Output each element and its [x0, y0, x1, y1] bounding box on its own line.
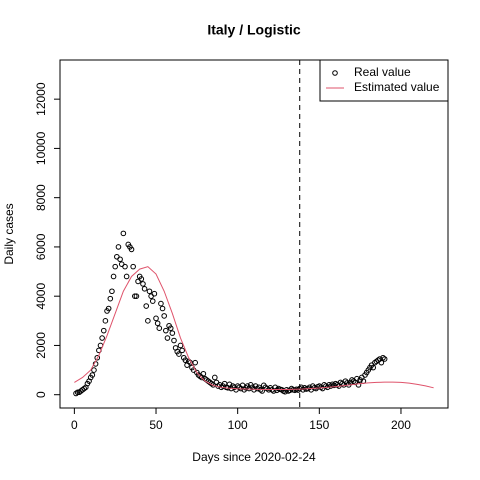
data-point: [128, 246, 135, 253]
data-point: [370, 364, 377, 371]
y-tick-label: 8000: [34, 184, 48, 211]
data-point: [117, 256, 123, 263]
legend-label: Real value: [354, 65, 411, 79]
data-point: [100, 327, 107, 334]
legend-box: [319, 59, 449, 102]
data-point: [151, 290, 158, 297]
data-point: [259, 388, 265, 394]
data-point: [179, 347, 185, 354]
data-point: [94, 354, 101, 361]
data-point: [378, 359, 385, 366]
data-point: [164, 335, 171, 341]
data-point: [182, 357, 189, 364]
data-point: [163, 327, 169, 334]
data-point: [167, 325, 174, 332]
data-point: [153, 315, 159, 322]
x-tick-label: 200: [391, 418, 411, 432]
data-point: [120, 230, 127, 237]
data-point: [138, 276, 145, 282]
y-tick-label: 2000: [34, 332, 48, 359]
estimated-line: [74, 266, 434, 391]
data-point: [115, 244, 122, 250]
data-point: [123, 273, 130, 280]
data-point: [192, 359, 199, 366]
data-point: [140, 281, 146, 287]
data-point: [110, 273, 117, 280]
data-point: [133, 293, 140, 299]
data-point: [99, 335, 105, 341]
data-point: [212, 374, 218, 381]
data-point: [146, 288, 153, 295]
x-tick-label: 100: [228, 418, 248, 432]
data-point: [171, 337, 177, 344]
data-point: [109, 288, 115, 295]
data-point: [141, 285, 148, 292]
data-point: [91, 367, 97, 373]
y-axis-label: Daily cases: [2, 203, 16, 264]
y-tick-label: 10000: [34, 131, 48, 165]
legend-label: Estimated value: [354, 80, 440, 94]
x-tick-label: 150: [309, 418, 329, 432]
legend-symbol: [332, 70, 338, 76]
data-point: [112, 263, 118, 270]
x-tick-label: 0: [71, 418, 78, 432]
data-point: [131, 293, 138, 299]
data-point: [354, 375, 360, 382]
data-point: [159, 305, 166, 312]
data-point: [143, 303, 150, 309]
y-tick-label: 6000: [34, 233, 48, 260]
data-point: [107, 295, 114, 302]
chart-title: Italy / Logistic: [207, 22, 301, 38]
data-point: [156, 325, 163, 332]
x-axis-label: Days since 2020-02-24: [192, 450, 316, 464]
data-point: [89, 372, 96, 378]
data-point: [122, 263, 128, 270]
y-tick-label: 12000: [34, 82, 48, 116]
data-point: [169, 330, 176, 336]
data-point: [355, 382, 362, 388]
data-point: [158, 300, 164, 307]
data-point: [74, 389, 81, 396]
y-tick-label: 4000: [34, 283, 48, 310]
data-point: [177, 342, 184, 349]
data-point: [154, 320, 161, 327]
x-tick-label: 50: [149, 418, 163, 432]
data-point: [161, 313, 167, 319]
data-point: [381, 356, 388, 362]
data-point: [102, 318, 109, 324]
data-point: [149, 298, 156, 304]
data-point: [200, 370, 207, 377]
y-tick-label: 0: [34, 391, 48, 398]
data-point: [130, 263, 136, 270]
data-point: [105, 305, 112, 312]
data-point: [145, 318, 151, 324]
data-point: [176, 351, 182, 357]
